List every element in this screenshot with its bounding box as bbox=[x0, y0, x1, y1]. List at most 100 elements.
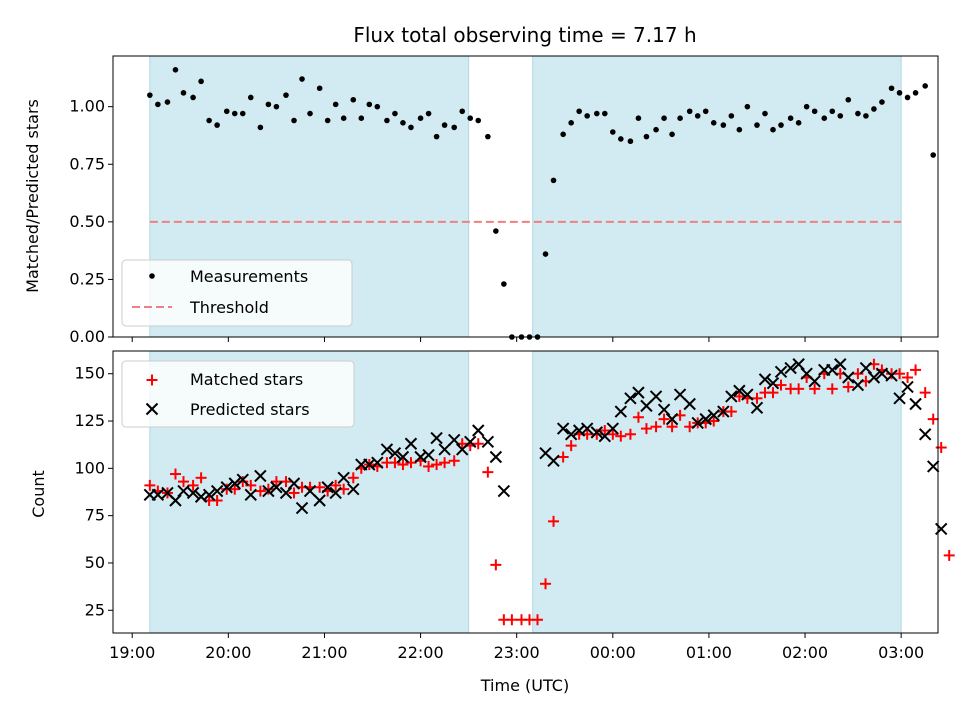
y-axis-label: Matched/Predicted stars bbox=[23, 99, 42, 293]
measurement-point bbox=[930, 152, 936, 158]
matched-point bbox=[919, 387, 931, 399]
predicted-point bbox=[606, 422, 620, 435]
measurement-point bbox=[677, 115, 683, 121]
matched-point bbox=[624, 428, 636, 440]
measurement-point bbox=[736, 126, 743, 133]
measurement-point bbox=[871, 106, 877, 112]
x-tick-label: 21:00 bbox=[301, 643, 347, 662]
matched-point bbox=[910, 364, 922, 376]
marker-stroke bbox=[210, 484, 224, 498]
measurement-point bbox=[744, 103, 751, 110]
marker-stroke bbox=[321, 481, 334, 494]
y-tick-label: 0.75 bbox=[69, 154, 105, 173]
predicted-point bbox=[649, 390, 663, 403]
matched-point bbox=[775, 379, 787, 391]
marker-stroke bbox=[725, 390, 738, 403]
marker-stroke bbox=[657, 403, 671, 416]
matched-point bbox=[347, 472, 359, 484]
matched-point bbox=[767, 387, 779, 399]
marker-stroke bbox=[220, 481, 233, 494]
y-tick-label: 75 bbox=[85, 506, 105, 525]
measurement-point bbox=[653, 126, 659, 133]
measurement-point bbox=[425, 110, 432, 117]
marker-stroke bbox=[270, 481, 283, 494]
predicted-point bbox=[909, 397, 922, 411]
marker-stroke bbox=[228, 477, 241, 490]
matched-point bbox=[431, 459, 443, 471]
marker-stroke bbox=[404, 437, 418, 450]
matched-point bbox=[262, 483, 274, 495]
predicted-point bbox=[329, 486, 342, 500]
x-axis-ticks bbox=[131, 337, 902, 342]
predicted-point bbox=[254, 469, 267, 483]
marker-stroke bbox=[784, 361, 797, 375]
marker-stroke bbox=[414, 450, 427, 464]
matched-point bbox=[280, 476, 292, 488]
predicted-point bbox=[784, 361, 797, 375]
marker-stroke bbox=[750, 401, 764, 414]
matched-point bbox=[591, 428, 603, 440]
predicted-point bbox=[380, 443, 394, 456]
predicted-point bbox=[918, 428, 932, 441]
marker-stroke bbox=[202, 488, 216, 502]
measurement-point bbox=[837, 113, 844, 119]
predicted-point bbox=[826, 363, 839, 377]
matched-point bbox=[169, 468, 181, 480]
predicted-point bbox=[774, 365, 788, 379]
predicted-point bbox=[396, 450, 410, 464]
predicted-point bbox=[279, 486, 293, 500]
y-tick-label: 50 bbox=[85, 553, 105, 572]
predicted-point bbox=[699, 412, 712, 426]
matched-point bbox=[229, 483, 241, 495]
matched-point bbox=[448, 455, 460, 467]
measurement-point bbox=[291, 117, 297, 124]
ratio-panel: 0.00 0.25 0.50 0.75 1.00 Matched/Predicted s… bbox=[23, 55, 939, 346]
marker-stroke bbox=[875, 367, 889, 380]
x-tick-label: 23:00 bbox=[494, 643, 540, 662]
predicted-point bbox=[834, 358, 847, 371]
measurement-point bbox=[643, 133, 650, 140]
measurement-point bbox=[467, 115, 474, 121]
matched-point bbox=[548, 515, 560, 527]
measurement-point bbox=[147, 92, 153, 98]
measurement-point bbox=[316, 85, 323, 92]
measurement-point bbox=[593, 110, 600, 117]
marker-stroke bbox=[438, 443, 451, 456]
x-axis-label: Time (UTC) bbox=[480, 676, 569, 695]
predicted-point bbox=[885, 369, 898, 382]
measurement-point bbox=[728, 113, 735, 119]
matched-point bbox=[842, 381, 854, 393]
predicted-point bbox=[303, 484, 317, 498]
matched-point bbox=[809, 383, 821, 395]
marker-stroke bbox=[691, 416, 704, 430]
measurement-point bbox=[550, 177, 557, 184]
predicted-point bbox=[691, 416, 704, 430]
predicted-point bbox=[758, 373, 772, 386]
measurement-point bbox=[601, 110, 608, 117]
predicted-point bbox=[725, 390, 738, 403]
plot-frame bbox=[112, 350, 939, 634]
marker-stroke bbox=[145, 402, 159, 416]
matched-point bbox=[894, 368, 906, 380]
marker-stroke bbox=[614, 405, 628, 418]
measurement-point bbox=[879, 99, 885, 105]
predicted-point bbox=[295, 501, 309, 515]
measurement-point bbox=[214, 122, 220, 128]
measurement-point bbox=[392, 110, 398, 117]
predicted-point bbox=[270, 481, 283, 494]
measurement-point bbox=[190, 94, 196, 101]
predicted-point bbox=[893, 392, 906, 405]
measurement-point bbox=[787, 115, 794, 121]
measurement-point bbox=[247, 94, 254, 101]
count-panel: 25 50 75 100 125 150 19:00 20:00 21:00 22:00 23:0… bbox=[29, 350, 955, 695]
predicted-point bbox=[665, 412, 679, 426]
predicted-point bbox=[875, 367, 889, 380]
predicted-point bbox=[371, 456, 384, 469]
matched-point bbox=[490, 559, 502, 571]
marker-stroke bbox=[422, 448, 435, 462]
measurement-point bbox=[417, 115, 424, 121]
legend-marker-predicted bbox=[145, 402, 159, 416]
marker-stroke bbox=[580, 422, 594, 435]
measurement-point bbox=[350, 96, 357, 103]
predicted-point bbox=[244, 488, 257, 502]
